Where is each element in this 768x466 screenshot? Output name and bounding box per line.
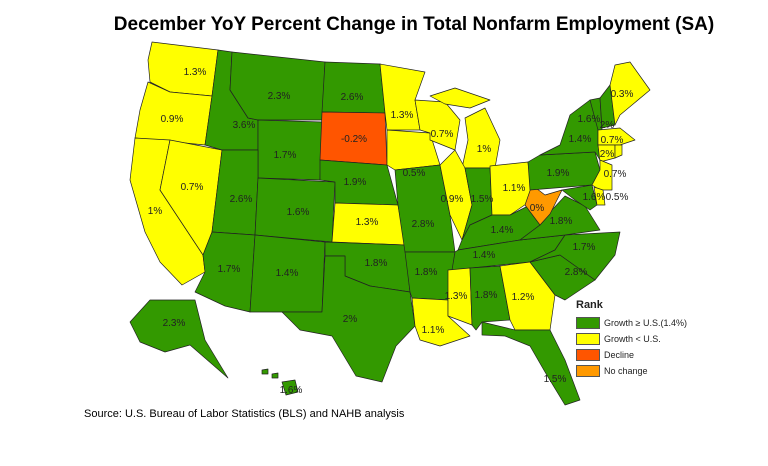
state-mi-upper	[429, 87, 491, 109]
state-md	[561, 184, 598, 211]
state-label-tn: 1.4%	[473, 250, 496, 261]
state-label-wa: 1.3%	[184, 67, 207, 78]
state-hi-island	[271, 372, 279, 379]
state-label-ia: 0.5%	[403, 168, 426, 179]
state-label-nd: 2.6%	[341, 92, 364, 103]
state-ny	[539, 99, 601, 161]
state-label-id: 3.6%	[233, 120, 256, 131]
state-label-oh: 1.1%	[503, 183, 526, 194]
state-nc	[529, 231, 621, 281]
state-de	[593, 186, 606, 206]
state-ma	[597, 127, 636, 146]
state-label-ct: 2%	[600, 149, 615, 160]
legend-swatch	[576, 333, 600, 345]
state-ri	[614, 144, 623, 159]
state-mt	[229, 51, 326, 121]
map-legend: Rank Growth ≥ U.S.(1.4%) Growth < U.S. D…	[576, 299, 687, 379]
state-label-la: 1.1%	[422, 325, 445, 336]
state-label-mi: 1%	[477, 144, 492, 155]
state-label-ky: 1.4%	[491, 225, 514, 236]
state-label-md: 1.6%	[583, 192, 606, 203]
legend-swatch	[576, 349, 600, 361]
state-label-ar: 1.8%	[415, 267, 438, 278]
source-note: Source: U.S. Bureau of Labor Statistics …	[84, 408, 405, 420]
legend-item-no-change: No change	[576, 363, 687, 379]
state-label-ut: 2.6%	[230, 194, 253, 205]
state-label-ca: 1%	[148, 206, 163, 217]
map-title: December YoY Percent Change in Total Non…	[113, 14, 715, 35]
state-label-ny: 1.4%	[569, 134, 592, 145]
state-label-ne: 1.9%	[344, 177, 367, 188]
state-wi	[414, 99, 461, 151]
state-label-ma: 0.7%	[601, 135, 624, 146]
legend-label: Growth ≥ U.S.(1.4%)	[604, 318, 687, 328]
state-label-de: 0.5%	[606, 192, 629, 203]
state-me	[609, 61, 651, 126]
state-label-fl: 1.5%	[544, 374, 567, 385]
state-label-in: 1.5%	[471, 194, 494, 205]
state-nd	[321, 61, 386, 114]
state-label-me: 0.3%	[611, 89, 634, 100]
state-label-vt: 1.6%	[578, 114, 601, 125]
state-ms	[447, 267, 473, 326]
legend-label: No change	[604, 366, 648, 376]
state-ak	[129, 299, 229, 379]
state-oh	[489, 161, 533, 216]
state-label-nv: 0.7%	[181, 182, 204, 193]
state-label-nh: 2%	[600, 120, 615, 131]
state-label-ak: 2.3%	[163, 318, 186, 329]
state-label-or: 0.9%	[161, 114, 184, 125]
state-label-tx: 2%	[343, 314, 358, 325]
state-label-mo: 2.8%	[412, 219, 435, 230]
state-label-sd: -0.2%	[341, 134, 367, 145]
state-label-pa: 1.9%	[547, 168, 570, 179]
state-label-hi: 1.6%	[280, 385, 303, 396]
legend-title: Rank	[576, 299, 603, 311]
legend-item-decline: Decline	[576, 347, 687, 363]
state-label-ms: 1.3%	[445, 291, 468, 302]
state-mi	[461, 107, 501, 169]
legend-label: Decline	[604, 350, 635, 360]
state-label-az: 1.7%	[218, 264, 241, 275]
state-label-sc: 2.8%	[565, 267, 588, 278]
state-tx	[281, 255, 416, 383]
legend-swatch	[576, 317, 600, 329]
state-label-mt: 2.3%	[268, 91, 291, 102]
state-label-il: 0.9%	[441, 194, 464, 205]
state-label-nc: 1.7%	[573, 242, 596, 253]
state-label-nj: 0.7%	[604, 169, 627, 180]
legend-label: Growth < U.S.	[604, 334, 661, 344]
state-label-co: 1.6%	[287, 207, 310, 218]
state-fl	[481, 321, 581, 406]
state-label-wv: 0%	[530, 203, 545, 214]
state-hi	[281, 379, 299, 396]
state-label-va: 1.8%	[550, 216, 573, 227]
legend-item-growth-above: Growth ≥ U.S.(1.4%)	[576, 315, 687, 331]
state-label-ok: 1.8%	[365, 258, 388, 269]
state-label-wi: 0.7%	[431, 129, 454, 140]
state-label-wy: 1.7%	[274, 150, 297, 161]
state-label-mn: 1.3%	[391, 110, 414, 121]
legend-item-growth-below: Growth < U.S.	[576, 331, 687, 347]
state-label-ga: 1.2%	[512, 292, 535, 303]
state-hi-island	[261, 368, 269, 375]
state-label-nm: 1.4%	[276, 268, 299, 279]
legend-swatch	[576, 365, 600, 377]
state-label-ks: 1.3%	[356, 217, 379, 228]
state-label-al: 1.8%	[475, 290, 498, 301]
